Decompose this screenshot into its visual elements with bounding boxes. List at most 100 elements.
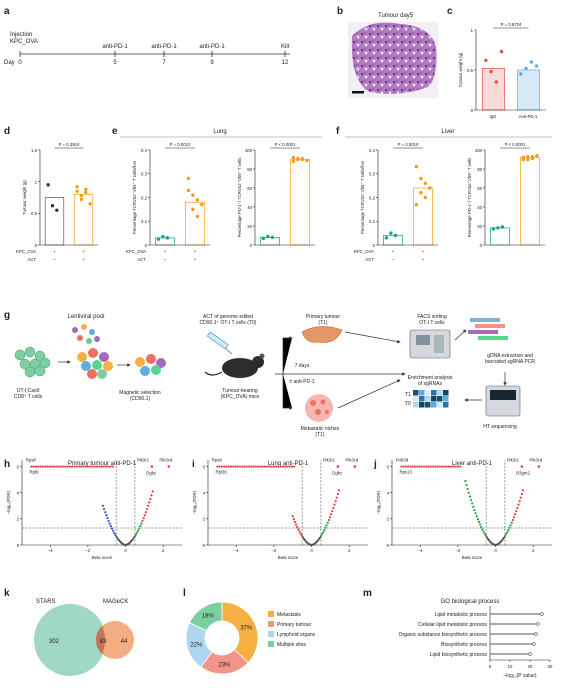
data-point xyxy=(326,521,329,524)
data-point xyxy=(270,465,273,468)
mice-label: Tumour-bearing (KPC_OVA) mice xyxy=(221,388,260,400)
go-bar-end xyxy=(532,642,536,646)
metastasis-cluster-icon xyxy=(305,394,333,422)
x-tick-label: 10 xyxy=(508,664,513,669)
data-point xyxy=(266,465,269,468)
data-point xyxy=(66,465,69,468)
gene-label: Pik3cd xyxy=(345,458,359,463)
data-point xyxy=(102,465,105,468)
timeline: Injection KPC_OVA anti-PD-1 anti-PD-1 ant… xyxy=(4,32,290,66)
y-tick-label: 2 xyxy=(203,517,206,522)
bar xyxy=(290,159,310,246)
text-line: ACT of genome edited xyxy=(203,314,253,320)
y-tick-label: 20 xyxy=(247,224,252,229)
data-point xyxy=(46,183,50,187)
panel-f-chart-1: 0 0.1 0.2 0.3 0.4 P = 0.0010 Percentage TCRVα2… xyxy=(354,142,438,262)
data-point xyxy=(216,465,219,468)
panel-label-m: m xyxy=(363,588,372,599)
enrich-label: Enrichment analysis of sgRNAs xyxy=(408,375,453,387)
y-tick-label: 6 xyxy=(387,464,390,469)
venn-right-circle xyxy=(96,621,134,659)
metastatic-label: Metastatic niches (T1) xyxy=(301,426,340,438)
data-point xyxy=(507,528,510,532)
x-tick-label: 20 xyxy=(528,664,533,669)
y-tick-label: 0 xyxy=(203,543,206,548)
data-point xyxy=(305,158,309,163)
hts-label: HT sequencing xyxy=(483,424,517,430)
data-point xyxy=(521,489,525,492)
venn-diagram: STARS MAGeCK 302 83 44 xyxy=(34,599,134,676)
panel-d-chart: 0 0.5 1 1.5 P = 0.3919 Tumour weight (g) KPC_O… xyxy=(16,142,98,262)
y-tick-label: 0.1 xyxy=(141,219,148,224)
data-point xyxy=(465,483,468,487)
y-tick-label: 2 xyxy=(387,517,390,522)
row-sign: – xyxy=(392,257,395,262)
data-point xyxy=(330,513,333,516)
data-point xyxy=(510,521,513,524)
text-line: CD8⁺ T cells xyxy=(14,394,43,400)
data-point xyxy=(32,465,35,468)
heatmap-cell xyxy=(431,390,437,396)
heatmap-cell xyxy=(443,402,449,408)
data-point xyxy=(456,465,459,468)
text-line: FACS sorting xyxy=(417,314,447,320)
heatmap-cell xyxy=(443,390,449,396)
data-point xyxy=(530,154,535,159)
y-axis-label: Percentage PD-1⁺/ TCRVα2⁺Vb5⁺ T cells xyxy=(237,158,242,238)
text-line: Enrichment analysis xyxy=(408,375,453,381)
row-sign: – xyxy=(164,257,167,262)
heatmap-cell xyxy=(437,402,443,408)
panel-label-j: j xyxy=(373,459,377,470)
y-tick-label: 0 xyxy=(145,243,148,248)
data-point xyxy=(474,512,477,515)
heatmap-cell xyxy=(437,390,443,396)
data-point xyxy=(335,496,338,499)
panel-e-header: Lung xyxy=(213,129,226,135)
bar xyxy=(516,69,541,111)
data-point xyxy=(422,465,426,468)
data-point xyxy=(294,523,298,526)
data-point xyxy=(404,465,408,468)
panel-label-e: e xyxy=(112,126,118,137)
data-point xyxy=(52,465,56,468)
legend-label: Multiple sites xyxy=(277,642,306,648)
selected-cell-cluster-icon xyxy=(135,354,166,376)
data-point xyxy=(102,507,106,511)
row-sign: + xyxy=(422,257,425,262)
y-tick-label: 20 xyxy=(477,224,482,229)
data-point xyxy=(89,465,92,468)
data-point xyxy=(514,513,517,516)
row-label-act: ACT xyxy=(137,257,146,262)
data-point xyxy=(229,465,233,468)
data-point xyxy=(483,532,486,535)
act-label: ACT of genome edited CD90.1⁺ OT-I T cells… xyxy=(200,314,257,326)
data-point xyxy=(524,66,528,71)
y-tick-label: 0.2 xyxy=(141,195,148,200)
data-point xyxy=(502,536,505,539)
data-point xyxy=(491,227,496,231)
data-point xyxy=(145,507,149,511)
gene-label: Dgkz xyxy=(146,471,156,476)
data-point xyxy=(414,202,419,207)
group-label-antipd1: Anti-PD-1 xyxy=(519,114,538,119)
x-tick-label: –4 xyxy=(48,548,53,553)
data-point xyxy=(57,465,60,468)
data-point xyxy=(142,517,145,520)
data-point xyxy=(195,198,200,202)
legend-swatch xyxy=(268,611,274,617)
timeline-day-label: Day xyxy=(4,60,15,66)
y-tick-label: 0.5 xyxy=(31,211,38,216)
x-tick-label: –4 xyxy=(234,548,239,553)
legend-label: Metastasis xyxy=(277,612,301,618)
data-point xyxy=(147,504,150,507)
data-point xyxy=(467,491,470,494)
timeline-day-12: 12 xyxy=(282,60,289,66)
data-point xyxy=(516,506,519,510)
go-title: GO biological process xyxy=(441,599,500,605)
data-point xyxy=(325,524,328,527)
venn-overlap xyxy=(95,626,105,654)
data-point xyxy=(268,465,271,468)
p-value-label: P < 0.0001 xyxy=(505,142,526,147)
data-point xyxy=(332,506,335,510)
data-point xyxy=(143,514,146,517)
